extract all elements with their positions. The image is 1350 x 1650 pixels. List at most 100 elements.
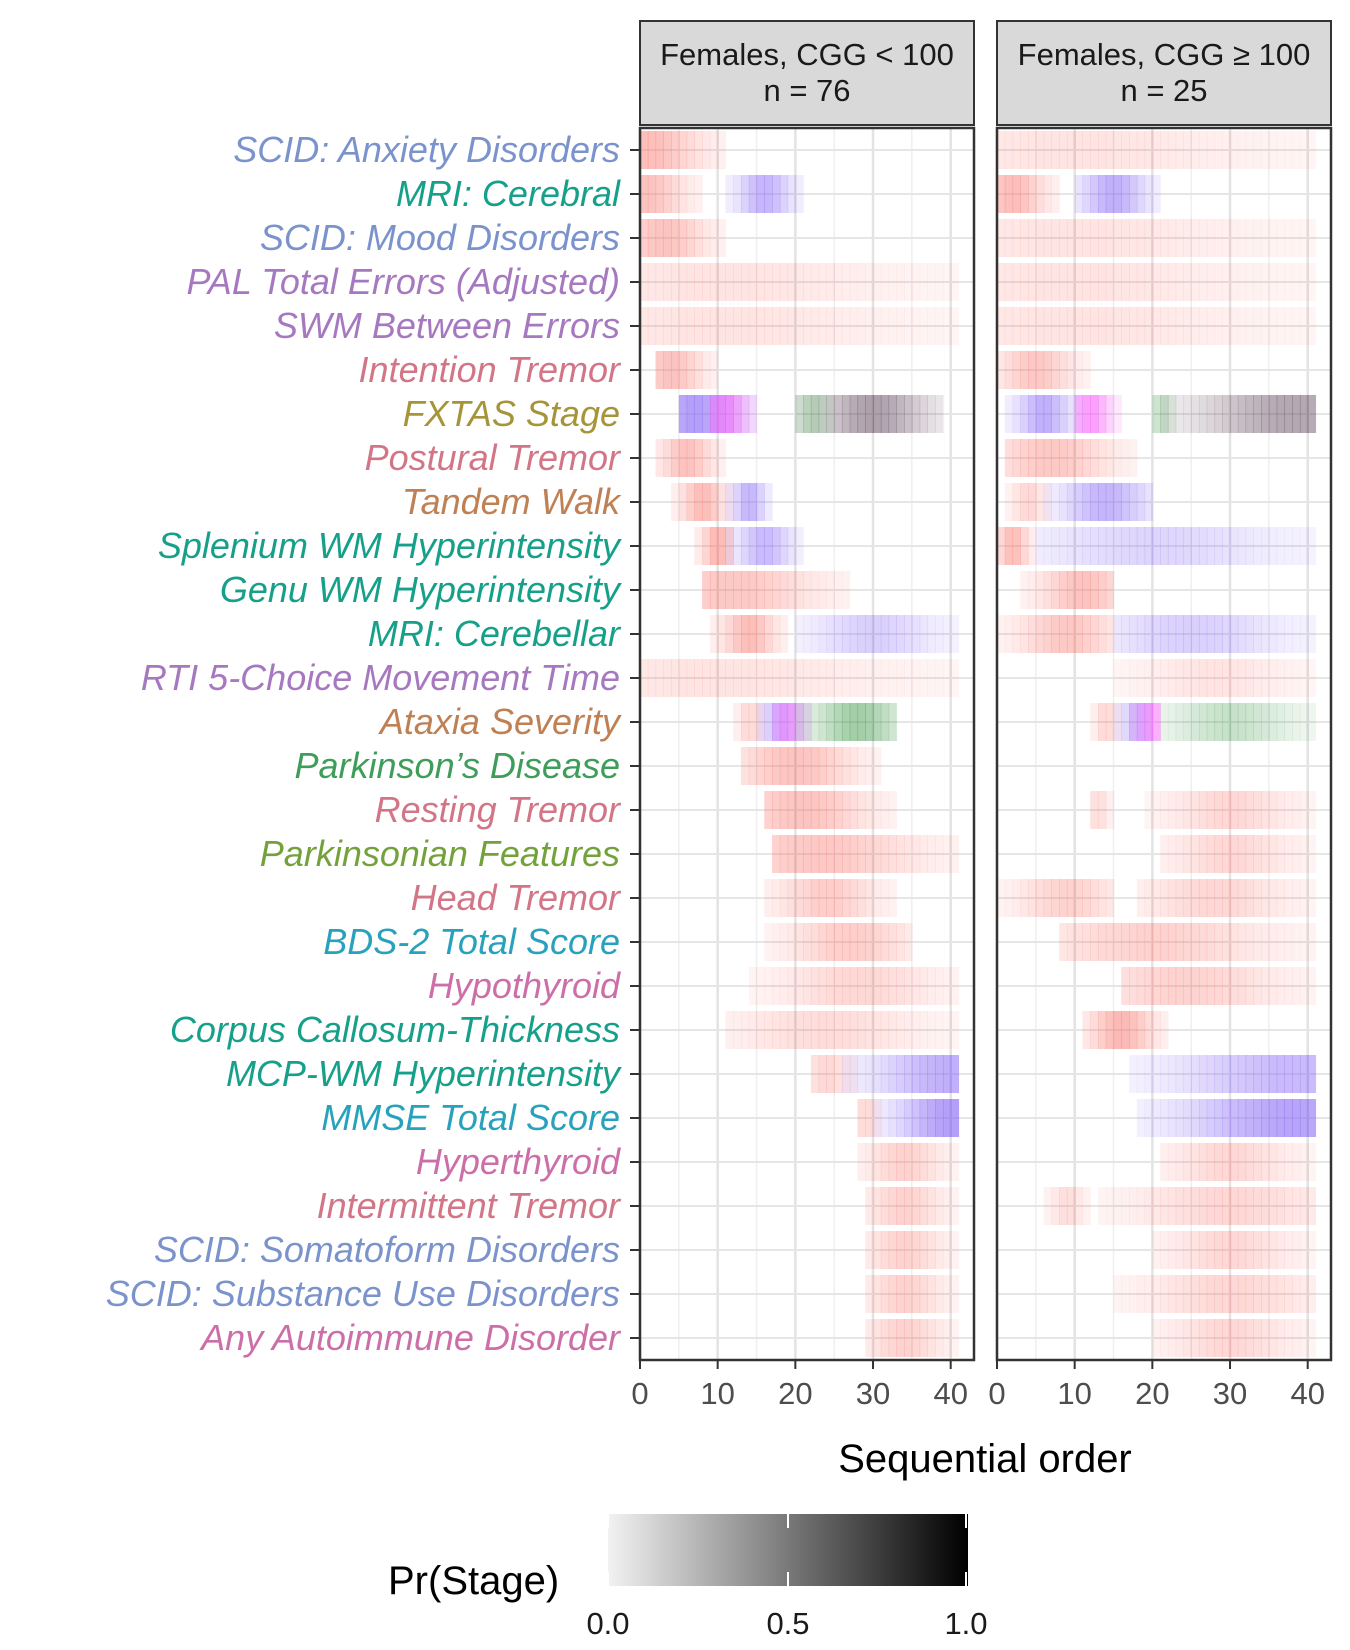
heat-cell [1090,483,1099,521]
heat-cell [1292,1099,1301,1137]
heat-cell [1206,835,1216,873]
heat-cell [1222,395,1231,433]
heat-cell [1284,1143,1293,1181]
heat-cell [1276,131,1285,169]
heat-cell [1152,967,1161,1005]
heat-cell [834,879,843,917]
heat-cell [841,747,851,785]
heat-cell [1129,923,1138,961]
heat-cell [1198,835,1208,873]
heat-cell [686,659,695,697]
heat-cell [1144,1011,1153,1049]
heat-cell [1253,967,1262,1005]
heat-cell [733,395,742,433]
heat-cell [709,263,719,301]
heat-cell [935,1319,944,1357]
heat-cell [1020,527,1029,565]
heat-cell [950,967,960,1005]
x-tick-label: 40 [933,1376,967,1411]
heat-cell [927,1319,936,1357]
heat-cell [803,395,812,433]
y-tick-label: Postural Tremor [365,437,622,478]
y-tick-label: Hypothyroid [428,965,621,1006]
heat-cell [1152,307,1161,345]
heat-cell [1222,615,1231,653]
heat-cell [1183,879,1192,917]
heat-cell [748,659,758,697]
heat-cell [678,131,688,169]
heat-cell [795,835,804,873]
heat-cell [803,967,812,1005]
heat-cell [834,923,843,961]
heat-cell [1167,659,1177,697]
heat-cell [779,571,789,609]
heat-cell [1074,395,1084,433]
heat-cell [1136,1055,1146,1093]
heat-cell [787,703,796,741]
heat-cell [834,659,843,697]
heat-cell [935,1187,944,1225]
heat-cell [1097,1011,1107,1049]
heat-cell [1299,1143,1309,1181]
heat-cell [1160,1143,1169,1181]
heat-cell [733,263,742,301]
heat-cell [826,1011,835,1049]
heat-cell [1121,1187,1130,1225]
heat-cell [1230,879,1239,917]
heat-cell [795,395,804,433]
heat-cell [1020,615,1029,653]
heat-cell [834,571,843,609]
heat-cell [1284,219,1293,257]
strip-right: Females, CGG ≥ 100 n = 25 [996,20,1332,126]
heat-cell [1175,615,1185,653]
heat-cell [818,923,828,961]
heat-cell [826,659,835,697]
heat-cell [1113,527,1122,565]
heat-cell [694,659,703,697]
heat-cell [1307,1275,1317,1313]
heat-cell [1129,175,1138,213]
heat-cell [803,571,812,609]
y-tick-label: Any Autoimmune Disorder [199,1317,622,1358]
heat-cell [779,615,789,653]
heat-cell [1129,219,1138,257]
heat-cell [779,879,789,917]
y-tick-label: MRI: Cerebral [396,173,621,214]
heat-cell [1097,131,1107,169]
heat-cell [787,791,796,829]
heat-cell [779,659,789,697]
heat-cell [787,923,796,961]
heat-cell [818,307,828,345]
heat-cell [880,967,890,1005]
heat-cell [1191,263,1200,301]
heat-cell [1245,615,1254,653]
heat-cell [1028,263,1037,301]
heat-cell [1284,131,1293,169]
heat-cell [1307,1099,1317,1137]
heat-cell [1082,1187,1091,1225]
heat-cell [1144,703,1153,741]
heat-cell [1160,1187,1169,1225]
heat-cell [1074,527,1084,565]
heat-cell [1074,175,1084,213]
heat-cell [1043,571,1052,609]
heat-cell [896,923,905,961]
heat-cell [888,703,897,741]
heat-cell [1066,439,1076,477]
heat-cell [686,307,695,345]
heat-cell [1261,967,1270,1005]
heat-cell [826,1055,835,1093]
heat-cell [1090,703,1099,741]
heat-cell [740,659,750,697]
heat-cell [1284,879,1293,917]
panel-right [995,126,1333,1362]
heat-cell [1245,263,1254,301]
heat-cell [1160,615,1169,653]
heat-cell [865,923,874,961]
heat-cell [1276,1055,1285,1093]
heat-cell [818,967,828,1005]
heat-cell [857,791,866,829]
heat-cell [857,395,866,433]
heat-cell [756,175,765,213]
